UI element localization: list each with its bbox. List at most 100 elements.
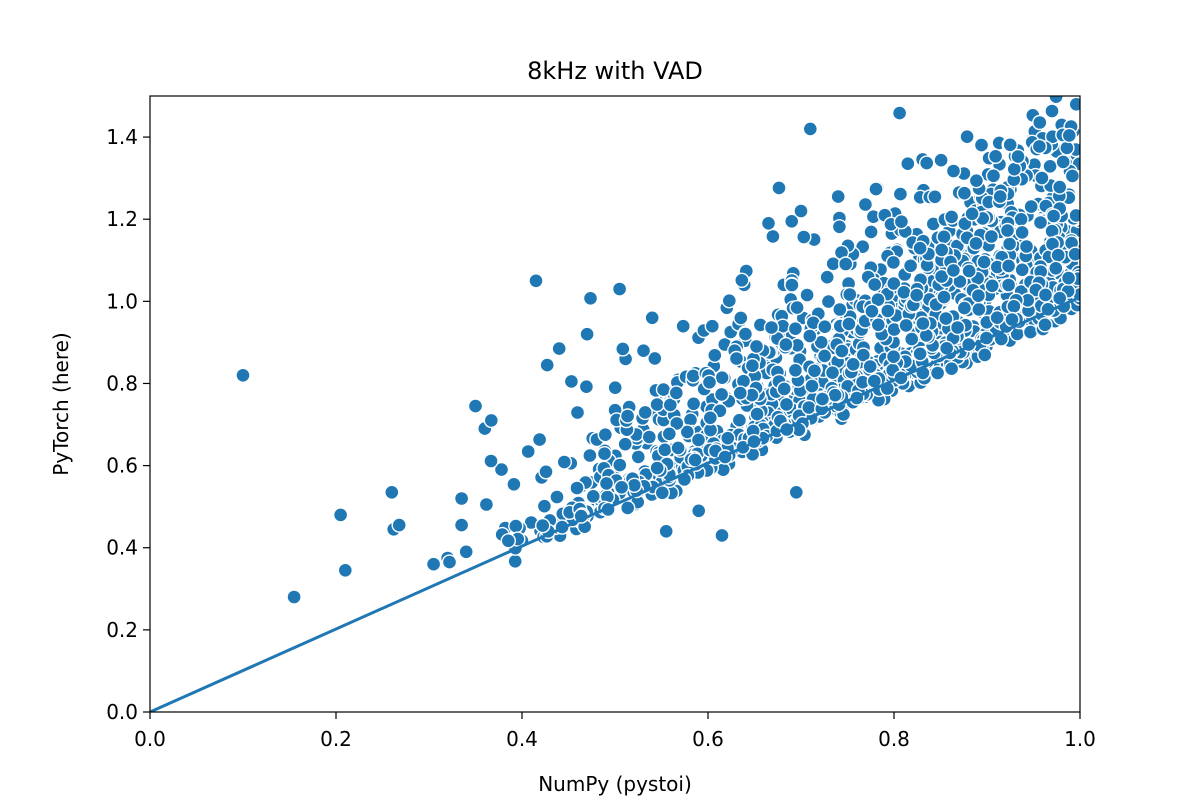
scatter-point bbox=[654, 485, 670, 501]
scatter-point bbox=[934, 242, 950, 258]
scatter-point bbox=[886, 275, 902, 292]
scatter-point bbox=[569, 480, 585, 496]
scatter-point bbox=[1031, 138, 1048, 155]
scatter-point bbox=[675, 318, 691, 334]
scatter-point bbox=[1048, 96, 1064, 105]
scatter-point bbox=[1032, 214, 1049, 231]
y-tick-label: 0.8 bbox=[106, 371, 138, 395]
scatter-point bbox=[384, 484, 400, 500]
scatter-point bbox=[793, 203, 809, 219]
scatter-point bbox=[943, 361, 960, 377]
scatter-point bbox=[687, 452, 703, 468]
scatter-point bbox=[647, 350, 663, 367]
scatter-point bbox=[612, 457, 628, 473]
scatter-point bbox=[806, 363, 823, 379]
scatter-point bbox=[749, 406, 765, 422]
scatter-point bbox=[569, 404, 586, 421]
scatter-point bbox=[598, 475, 615, 492]
scatter-point bbox=[832, 301, 848, 318]
scatter-point bbox=[391, 517, 407, 533]
scatter-point bbox=[714, 527, 730, 544]
x-tick-label: 1.0 bbox=[1064, 727, 1096, 751]
scatter-point bbox=[863, 224, 879, 240]
scatter-point bbox=[617, 436, 633, 452]
scatter-point bbox=[964, 206, 980, 222]
scatter-point bbox=[1069, 40, 1083, 54]
scatter-point bbox=[820, 293, 837, 310]
y-tick-label: 0.2 bbox=[106, 618, 138, 642]
scatter-point bbox=[845, 356, 861, 372]
scatter-point bbox=[968, 172, 985, 189]
scatter-point bbox=[870, 317, 886, 333]
scatter-point bbox=[787, 321, 804, 337]
scatter-point bbox=[1044, 50, 1058, 64]
scatter-point bbox=[1068, 96, 1080, 112]
scatter-point bbox=[936, 229, 952, 245]
x-tick-label: 0.2 bbox=[320, 727, 352, 751]
scatter-point bbox=[862, 358, 878, 375]
scatter-point bbox=[838, 256, 854, 272]
scatter-point bbox=[483, 453, 499, 469]
scatter-point bbox=[337, 562, 353, 578]
scatter-point bbox=[668, 385, 684, 401]
scatter-point bbox=[927, 189, 943, 205]
scatter-point bbox=[956, 185, 973, 201]
scatter-point bbox=[987, 148, 1004, 165]
scatter-point bbox=[538, 464, 554, 480]
scatter-point bbox=[1006, 161, 1022, 177]
scatter-point bbox=[943, 209, 960, 225]
scatter-point bbox=[641, 429, 657, 445]
y-tick-label: 1.0 bbox=[106, 289, 138, 313]
scatter-point bbox=[902, 258, 919, 274]
scatter-point bbox=[531, 431, 548, 448]
scatter-point bbox=[1061, 127, 1078, 144]
scatter-point bbox=[984, 278, 1000, 294]
scatter-point bbox=[1022, 324, 1039, 340]
scatter-point bbox=[1037, 287, 1054, 303]
scatter-point bbox=[635, 343, 652, 359]
scatter-point bbox=[824, 365, 841, 381]
scatter-point bbox=[493, 461, 510, 478]
scatter-point bbox=[1014, 224, 1030, 241]
scatter-point bbox=[655, 381, 672, 398]
scatter-point bbox=[977, 347, 993, 363]
scatter-point bbox=[690, 432, 707, 448]
scatter-point bbox=[1013, 211, 1029, 228]
scatter-point bbox=[959, 128, 975, 145]
scatter-point bbox=[737, 326, 754, 342]
scatter-point bbox=[945, 163, 962, 179]
scatter-point bbox=[904, 331, 920, 347]
identity-line bbox=[150, 295, 1080, 712]
plot-frame bbox=[149, 95, 1081, 713]
scatter-point bbox=[1001, 236, 1018, 252]
scatter-point bbox=[867, 276, 883, 293]
scatter-point bbox=[332, 507, 349, 523]
scatter-point bbox=[453, 490, 470, 507]
scatter-point bbox=[958, 54, 972, 68]
scatter-point bbox=[1014, 71, 1028, 85]
scatter-point bbox=[1068, 207, 1080, 224]
scatter-point bbox=[731, 412, 748, 428]
scatter-point bbox=[885, 349, 902, 365]
scatter-point bbox=[458, 544, 474, 560]
scatter-point bbox=[720, 430, 736, 446]
scatter-point bbox=[1064, 168, 1080, 184]
scatter-point bbox=[784, 213, 800, 230]
scatter-point bbox=[679, 424, 695, 440]
scatter-point bbox=[579, 326, 595, 342]
y-tick-label: 0.4 bbox=[106, 536, 138, 560]
scatter-point bbox=[637, 404, 653, 421]
scatter-point bbox=[536, 498, 553, 514]
scatter-point bbox=[892, 186, 909, 202]
scatter-point bbox=[1050, 247, 1066, 263]
scatter-point bbox=[1050, 71, 1064, 85]
scatter-point bbox=[734, 272, 750, 288]
scatter-point bbox=[963, 58, 977, 72]
scatter-point bbox=[1000, 277, 1017, 293]
scatter-point bbox=[744, 358, 761, 374]
scatter-point bbox=[817, 319, 833, 335]
y-tick-label: 0.6 bbox=[106, 454, 138, 478]
scatter-point bbox=[857, 196, 874, 213]
scatter-point bbox=[1032, 68, 1046, 82]
